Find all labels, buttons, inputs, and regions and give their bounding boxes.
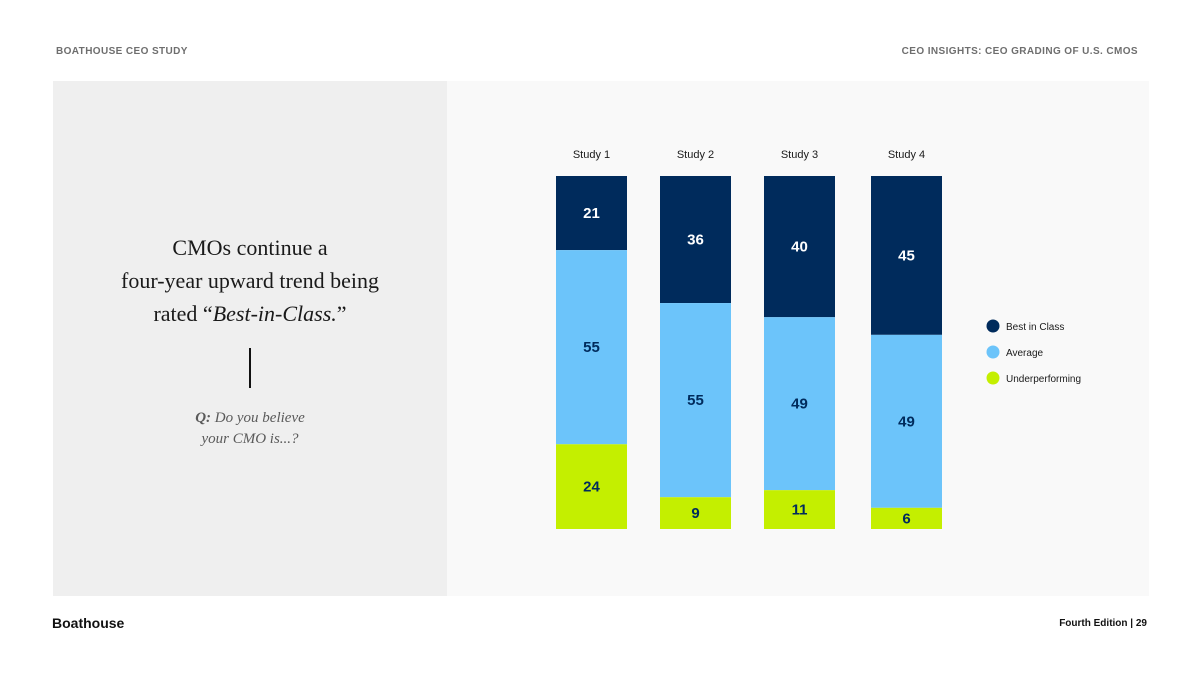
bar-value-label: 49 <box>791 396 808 413</box>
stacked-bar-chart: Study 1 21 55 24 Study 2 36 55 9 Study 3 40 49 11 St… <box>556 149 1081 529</box>
bar-best-segment <box>764 176 835 318</box>
bar-value-label: 21 <box>583 205 600 222</box>
bar-value-label: 45 <box>898 247 915 264</box>
bar-value-label: 11 <box>792 502 808 519</box>
bar-under-segment <box>764 490 835 529</box>
chart-panel: Study 1 21 55 24 Study 2 36 55 9 Study 3 40 49 11 St… <box>447 81 1149 596</box>
legend-label-average: Average <box>1006 348 1044 359</box>
bar-best-segment <box>556 176 627 251</box>
headline: CMOs continue a four-year upward trend b… <box>53 231 447 330</box>
bar-value-label: 36 <box>687 232 704 249</box>
bar-best-segment <box>871 176 942 335</box>
bar-value-label: 49 <box>898 413 915 430</box>
footer-brand-logo: Boathouse <box>52 615 125 631</box>
question-line-2: your CMO is...? <box>201 431 299 447</box>
bar-value-label: 9 <box>691 505 699 522</box>
left-panel: CMOs continue a four-year upward trend b… <box>53 81 447 596</box>
footer-edition: Fourth Edition | 29 <box>1059 618 1147 629</box>
category-label: Study 3 <box>781 149 818 161</box>
header-left-title: BOATHOUSE CEO STUDY <box>56 46 188 57</box>
headline-line-3: rated “Best-in-Class.” <box>53 297 447 330</box>
headline-line-1: CMOs continue a <box>172 235 328 260</box>
question-label: Q: <box>195 410 212 426</box>
category-label: Study 2 <box>677 149 714 161</box>
headline-quote-close: ” <box>336 301 347 326</box>
bar-value-label: 6 <box>902 510 910 527</box>
bar-average-segment <box>660 303 731 498</box>
legend-label-best: Best in Class <box>1006 322 1064 333</box>
bar-value-label: 55 <box>687 392 704 409</box>
legend-swatch-average <box>986 345 1000 359</box>
bar-value-label: 55 <box>583 339 600 356</box>
category-label: Study 1 <box>573 149 610 161</box>
bar-average-segment <box>871 334 942 508</box>
question-line-1: Q: Do you believe <box>53 408 447 429</box>
question-text-1: Do you believe <box>211 410 305 426</box>
bar-under-segment <box>556 444 627 529</box>
bar-value-label: 24 <box>583 479 600 496</box>
page-number: 29 <box>1135 618 1147 629</box>
legend-label-under: Underperforming <box>1006 374 1081 385</box>
legend-swatch-under <box>986 371 1000 385</box>
survey-question: Q: Do you believe your CMO is...? <box>53 408 447 450</box>
header-right-title: CEO INSIGHTS: CEO GRADING OF U.S. CMOs <box>901 46 1138 57</box>
bar-value-label: 40 <box>791 239 808 256</box>
headline-emphasis: Best-in-Class. <box>212 301 337 326</box>
bar-average-segment <box>556 250 627 445</box>
legend-swatch-best <box>986 319 1000 333</box>
bar-under-segment <box>660 497 731 529</box>
bar-average-segment <box>764 317 835 491</box>
bar-under-segment <box>871 507 942 529</box>
bar-best-segment <box>660 176 731 304</box>
vertical-divider <box>249 348 251 388</box>
category-label: Study 4 <box>888 149 925 161</box>
headline-line-2: four-year upward trend being <box>121 268 379 293</box>
edition-label: Fourth Edition | <box>1059 618 1136 629</box>
headline-quote-open: rated “ <box>153 301 213 326</box>
